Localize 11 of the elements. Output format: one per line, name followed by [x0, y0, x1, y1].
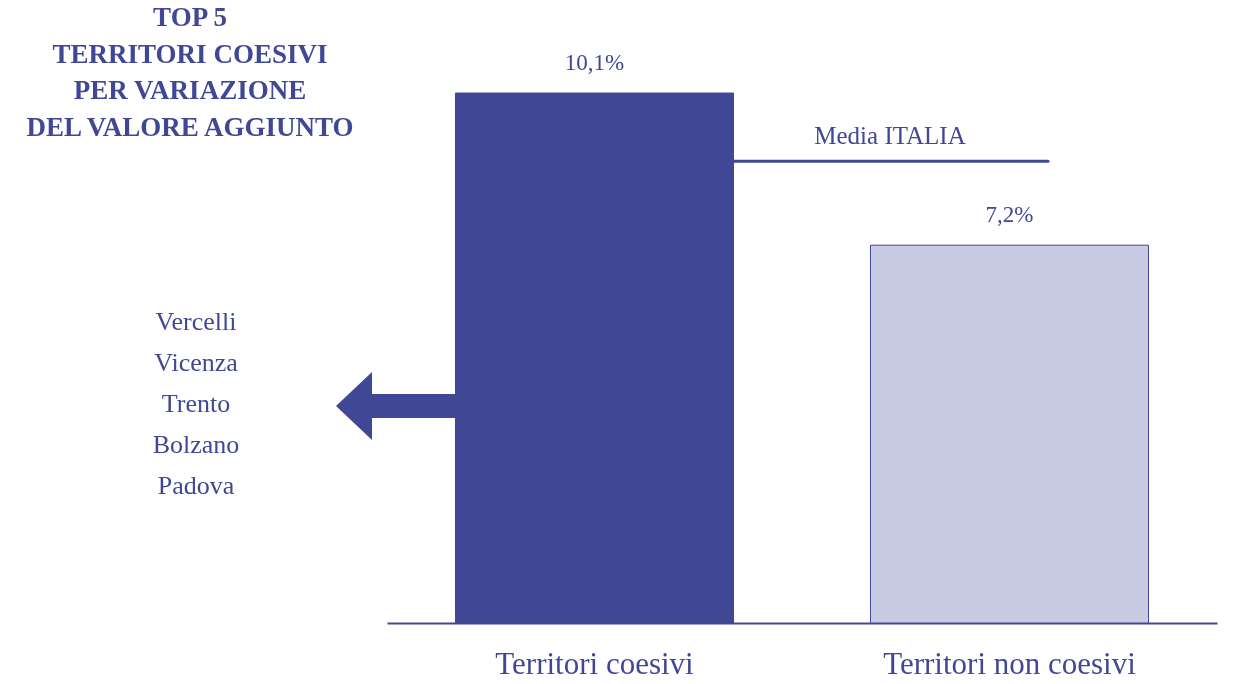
ref-line-label: Media ITALIA — [814, 122, 966, 150]
text: Padova — [157, 471, 235, 500]
chart-title: TOP 5 TERRITORI COESIVI PER VARIAZIONE DEL VALORE AGGIUNTO — [26, 2, 354, 142]
x-tick-label: Territori non coesivi — [883, 645, 1137, 681]
text: Vicenza — [154, 348, 239, 377]
text: Bolzano — [152, 430, 240, 459]
data-label: 7,2% — [985, 202, 1034, 228]
text: Vercelli — [155, 307, 237, 336]
x-tick-label: Territori coesivi — [495, 645, 695, 681]
text: Trento — [161, 389, 231, 418]
data-label: 10,1% — [564, 50, 625, 75]
